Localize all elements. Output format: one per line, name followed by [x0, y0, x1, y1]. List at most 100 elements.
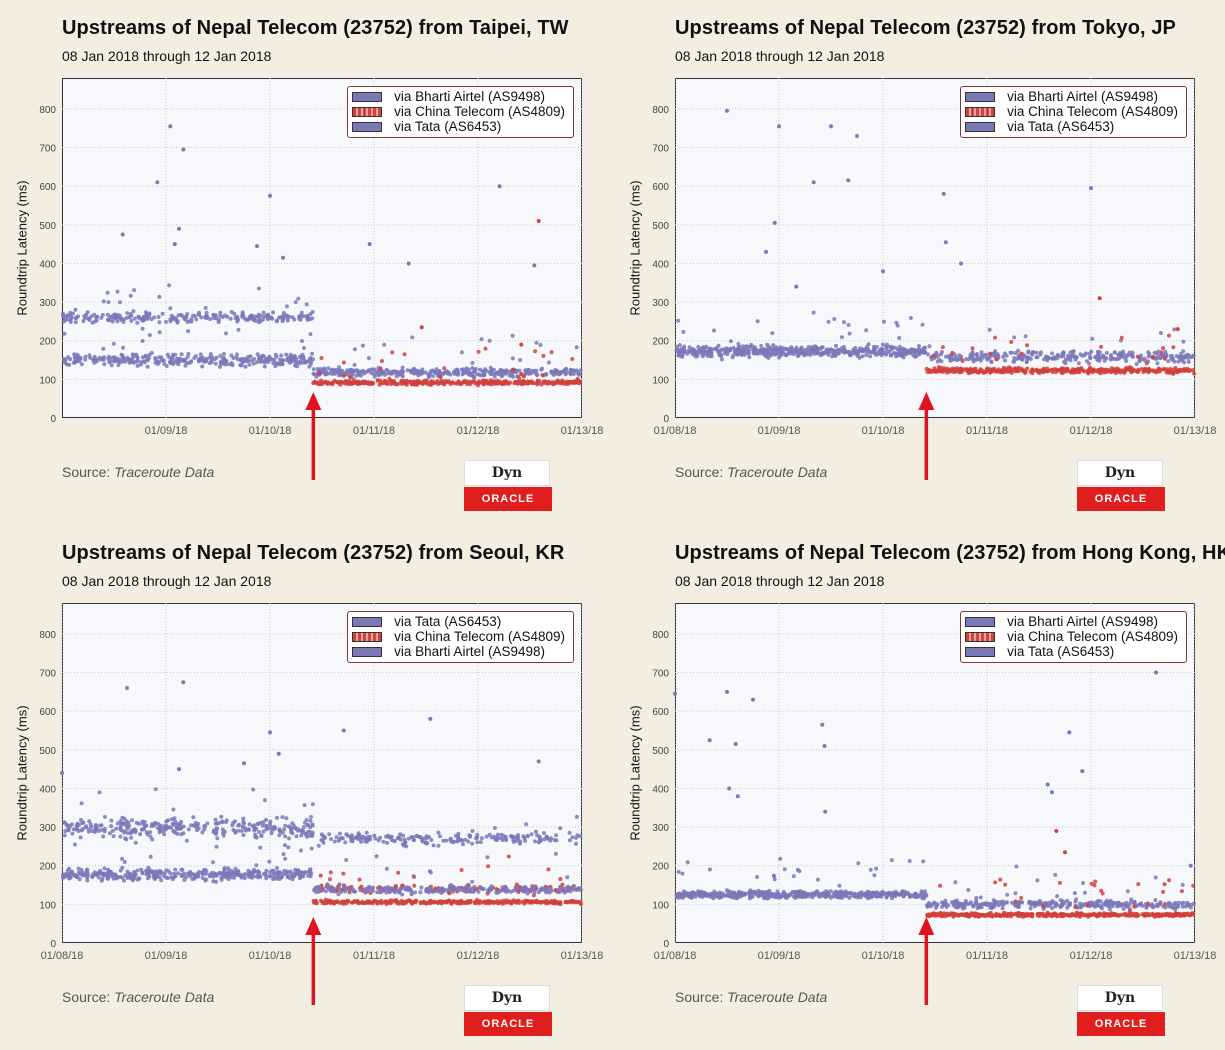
data-point	[696, 344, 701, 349]
data-point	[128, 357, 133, 362]
data-point	[288, 869, 293, 874]
data-point	[529, 832, 534, 837]
source-note: Source: Traceroute Data	[62, 989, 214, 1005]
data-point	[431, 843, 436, 848]
data-point	[860, 354, 865, 359]
data-point	[133, 873, 138, 877]
data-point	[490, 371, 495, 376]
data-point	[334, 835, 339, 840]
data-point	[778, 350, 783, 355]
data-point	[839, 335, 844, 340]
data-point	[728, 894, 733, 898]
data-point	[1144, 361, 1149, 366]
data-point	[1081, 881, 1085, 885]
data-point	[253, 832, 258, 837]
data-point	[994, 357, 999, 362]
data-point	[95, 314, 100, 319]
data-point	[514, 886, 519, 891]
legend-swatch	[352, 106, 383, 117]
data-point	[282, 868, 287, 873]
data-point	[1102, 358, 1107, 363]
data-point	[1162, 356, 1167, 361]
data-point	[571, 379, 576, 384]
data-point	[95, 826, 100, 831]
data-point	[302, 803, 307, 808]
data-point	[426, 375, 431, 380]
data-point	[444, 838, 449, 843]
data-point	[751, 890, 756, 894]
data-point	[239, 828, 244, 833]
data-point	[251, 787, 256, 792]
data-point	[1030, 367, 1035, 372]
data-point	[376, 838, 381, 843]
outlier-point	[406, 261, 411, 266]
data-point	[532, 890, 537, 895]
data-point	[519, 372, 524, 377]
data-point	[360, 381, 365, 385]
data-point	[418, 890, 423, 895]
data-point	[1181, 339, 1186, 344]
data-point	[308, 874, 313, 879]
source-note: Source: Traceroute Data	[62, 464, 214, 480]
data-point	[130, 352, 135, 357]
data-point	[242, 876, 247, 881]
data-point	[1087, 361, 1091, 366]
data-point	[303, 870, 308, 875]
data-point	[362, 901, 367, 906]
data-point	[298, 875, 303, 880]
data-point	[190, 872, 195, 876]
data-point	[987, 327, 992, 332]
data-point	[826, 352, 831, 357]
data-point	[707, 867, 712, 872]
data-point	[80, 821, 85, 825]
data-point	[296, 296, 301, 301]
data-point	[452, 885, 457, 890]
data-point	[687, 349, 692, 354]
data-point	[281, 311, 286, 315]
data-point	[191, 815, 196, 820]
data-point	[453, 833, 458, 838]
data-point	[846, 323, 851, 327]
data-point	[292, 874, 297, 879]
data-point	[1150, 368, 1155, 373]
y-axis-label: Roundtrip Latency (ms)	[14, 180, 30, 316]
data-point	[470, 366, 475, 370]
data-point	[815, 877, 820, 882]
data-point	[99, 315, 104, 320]
x-tick-label: 01/11/18	[966, 425, 1008, 437]
data-point	[255, 352, 260, 357]
data-point	[349, 836, 354, 841]
data-point	[120, 856, 125, 861]
data-point	[675, 344, 680, 349]
outlier-point	[181, 147, 186, 152]
data-point	[1095, 357, 1100, 362]
data-point	[112, 316, 117, 321]
legend-label: via China Telecom (AS4809)	[394, 104, 565, 119]
data-point	[770, 331, 775, 336]
data-point	[200, 364, 205, 369]
data-point	[925, 370, 930, 374]
data-point	[364, 830, 369, 835]
data-point	[74, 875, 79, 880]
data-point	[771, 873, 776, 878]
data-point	[1035, 355, 1040, 360]
data-point	[129, 835, 134, 840]
data-point	[1061, 350, 1066, 355]
data-point	[1020, 900, 1025, 905]
data-point	[124, 837, 129, 842]
data-point	[72, 872, 76, 877]
data-point	[698, 894, 703, 898]
data-point	[763, 894, 768, 899]
data-point	[182, 877, 187, 882]
legend-label: via Tata (AS6453)	[394, 614, 502, 629]
data-point	[844, 891, 849, 896]
outlier-point	[172, 242, 177, 247]
data-point	[160, 311, 165, 316]
outlier-point	[532, 263, 537, 268]
data-point	[382, 380, 387, 385]
data-point	[1167, 333, 1171, 338]
data-point	[205, 821, 210, 826]
data-point	[533, 884, 538, 889]
data-point	[902, 351, 907, 356]
data-point	[1156, 353, 1161, 358]
